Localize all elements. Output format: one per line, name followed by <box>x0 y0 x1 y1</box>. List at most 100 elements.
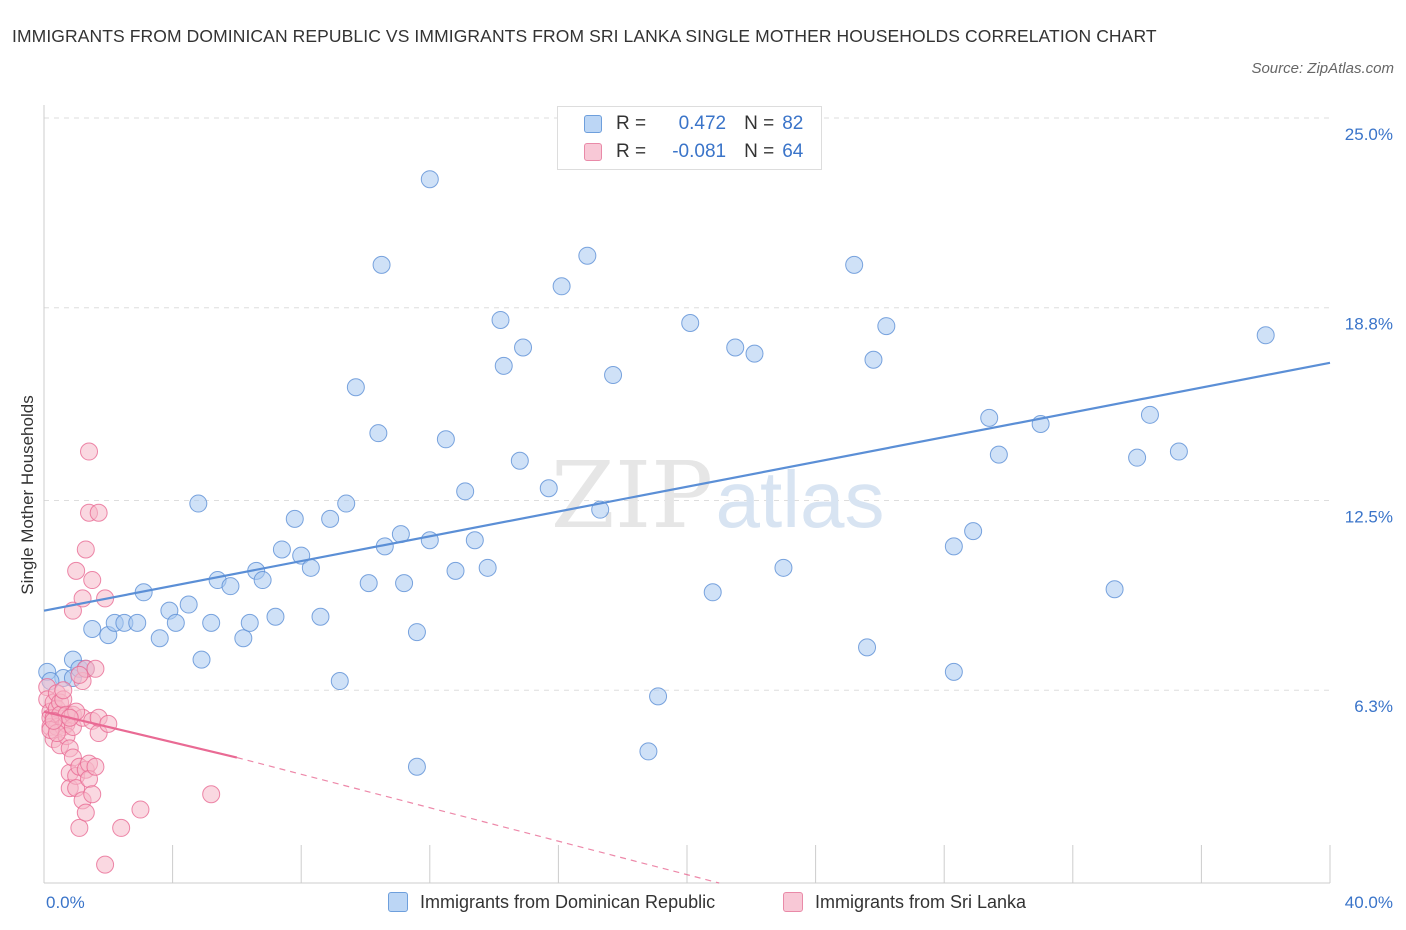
data-point-dominican <box>253 571 272 590</box>
chart-source: Source: ZipAtlas.com <box>1251 60 1394 77</box>
watermark-atlas: atlas <box>716 455 885 544</box>
data-point-dominican <box>150 629 169 648</box>
chart-title: IMMIGRANTS FROM DOMINICAN REPUBLIC VS IM… <box>12 26 1157 46</box>
data-point-dominican <box>1128 448 1147 467</box>
data-point-dominican <box>407 623 426 642</box>
watermark-zip: ZIP <box>551 442 713 549</box>
stats-legend-row-dominican: R = 0.472 N = 82 <box>584 111 803 137</box>
data-point-dominican <box>234 629 253 648</box>
data-point-dominican <box>456 482 475 501</box>
data-point-dominican <box>272 540 291 559</box>
data-point-dominican <box>552 277 571 296</box>
data-point-dominican <box>465 531 484 550</box>
data-point-dominican <box>189 494 208 513</box>
legend-swatch-blue <box>388 892 408 912</box>
data-point-dominican <box>436 430 455 449</box>
legend-label: Immigrants from Dominican Republic <box>420 891 716 912</box>
data-point-dominican <box>578 246 597 265</box>
stats-legend-row-srilanka: R = -0.081 N = 64 <box>584 139 803 165</box>
data-point-dominican <box>372 255 391 274</box>
data-point-dominican <box>649 687 668 706</box>
data-point-dominican <box>179 595 198 614</box>
data-point-dominican <box>346 378 365 397</box>
data-point-dominican <box>591 500 610 519</box>
data-point-dominican <box>514 338 533 357</box>
data-point-srilanka <box>89 503 108 522</box>
r-label: R = <box>616 113 647 134</box>
data-point-dominican <box>311 607 330 626</box>
x-tick-label: 40.0% <box>1345 893 1393 912</box>
data-point-dominican <box>858 638 877 657</box>
trend-line-dominican <box>43 361 1331 612</box>
data-point-dominican <box>494 356 513 375</box>
data-point-srilanka <box>70 665 89 684</box>
x-tick-label: 0.0% <box>46 893 85 912</box>
y-tick-label: 25.0% <box>1345 125 1393 144</box>
series-legend: Immigrants from Dominican Republic Immig… <box>0 888 1406 916</box>
data-point-dominican <box>420 170 439 189</box>
data-point-dominican <box>166 613 185 632</box>
trend-line-srilanka-extension <box>236 756 720 884</box>
data-point-dominican <box>1140 405 1159 424</box>
data-point-dominican <box>128 613 147 632</box>
data-point-dominican <box>639 742 658 761</box>
data-point-dominican <box>989 445 1008 464</box>
data-point-srilanka <box>54 681 73 700</box>
trend-line-srilanka <box>43 710 238 759</box>
data-point-dominican <box>202 613 221 632</box>
data-point-dominican <box>446 561 465 580</box>
data-point-dominican <box>192 650 211 669</box>
data-point-dominican <box>337 494 356 513</box>
data-point-srilanka <box>131 800 150 819</box>
n-label: N = <box>744 141 775 162</box>
r-value: -0.081 <box>672 141 727 162</box>
axes <box>43 105 1331 884</box>
data-point-dominican <box>301 558 320 577</box>
data-point-srilanka <box>80 442 99 461</box>
n-label: N = <box>744 113 775 134</box>
y-axis-title: Single Mother Households <box>18 395 37 595</box>
data-point-dominican <box>510 451 529 470</box>
watermark: ZIP atlas <box>551 442 885 549</box>
legend-item-dominican[interactable]: Immigrants from Dominican Republic <box>388 888 715 916</box>
legend-swatch-blue <box>584 115 602 133</box>
data-point-dominican <box>407 757 426 776</box>
data-point-dominican <box>745 344 764 363</box>
data-point-dominican <box>240 613 259 632</box>
data-point-srilanka <box>99 714 118 733</box>
data-point-srilanka <box>86 659 105 678</box>
data-point-dominican <box>539 479 558 498</box>
data-point-dominican <box>395 574 414 593</box>
data-point-srilanka <box>83 571 102 590</box>
data-point-srilanka <box>70 818 89 837</box>
data-point-dominican <box>478 558 497 577</box>
data-point-dominican <box>285 509 304 528</box>
n-value: 64 <box>782 141 804 162</box>
data-point-srilanka <box>67 561 86 580</box>
data-point-dominican <box>726 338 745 357</box>
data-point-dominican <box>266 607 285 626</box>
legend-swatch-pink <box>783 892 803 912</box>
data-point-dominican <box>774 558 793 577</box>
data-point-dominican <box>491 310 510 329</box>
n-value: 82 <box>782 113 804 134</box>
data-point-dominican <box>845 255 864 274</box>
data-point-dominican <box>1169 442 1188 461</box>
legend-swatch-pink <box>584 143 602 161</box>
y-tick-label: 18.8% <box>1345 315 1393 334</box>
data-point-dominican <box>864 350 883 369</box>
grid-lines <box>44 117 1330 691</box>
data-point-dominican <box>359 574 378 593</box>
data-point-dominican <box>681 314 700 333</box>
data-point-srilanka <box>76 803 95 822</box>
data-point-dominican <box>604 366 623 385</box>
tick-labels: 6.3% 12.5% 18.8% 25.0% 0.0% 40.0% <box>46 125 1393 912</box>
data-point-dominican <box>1256 326 1275 345</box>
stats-legend: R = 0.472 N = 82 R = -0.081 N = 64 <box>557 106 822 170</box>
data-point-dominican <box>221 577 240 596</box>
trend-lines <box>43 361 1331 884</box>
legend-item-srilanka[interactable]: Immigrants from Sri Lanka <box>783 888 1026 916</box>
data-point-srilanka <box>112 818 131 837</box>
data-point-dominican <box>330 672 349 691</box>
